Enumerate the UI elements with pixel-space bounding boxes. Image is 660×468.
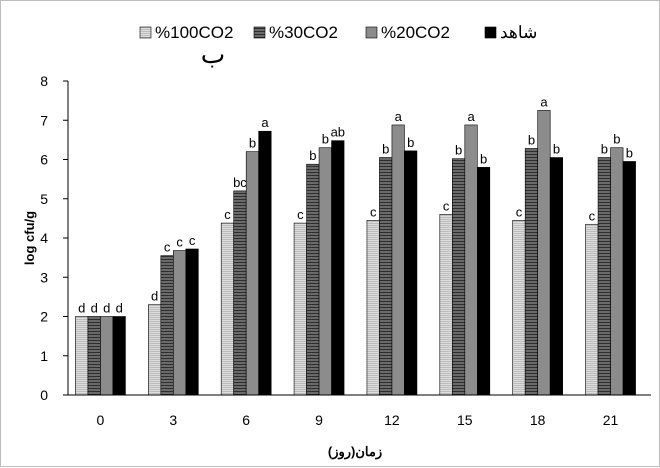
bar-significance-label: a <box>395 109 403 124</box>
bar-significance-label: b <box>626 145 633 160</box>
legend-label: %20CO2 <box>381 23 450 42</box>
bar <box>379 157 393 396</box>
bar <box>318 147 332 396</box>
y-axis-title: log cfu/g <box>22 211 37 265</box>
y-tick-label: 7 <box>40 112 48 128</box>
bar-significance-label: bc <box>233 175 247 190</box>
bar-significance-label: c <box>176 235 183 250</box>
bar <box>245 151 259 396</box>
bar-significance-label: c <box>224 207 231 222</box>
bar <box>439 214 453 396</box>
plot-area <box>75 110 636 396</box>
y-axis-ticks: 0 1 2 3 4 5 6 7 8 <box>40 73 68 403</box>
bar <box>233 190 247 396</box>
bar <box>331 140 345 396</box>
bar <box>87 316 101 396</box>
legend-label: %30CO2 <box>269 23 338 42</box>
bar <box>597 157 611 396</box>
bar <box>112 316 126 396</box>
bar-significance-label: c <box>297 207 304 222</box>
bar <box>512 220 526 396</box>
bar <box>148 304 162 396</box>
legend-label: شاهد <box>500 23 537 42</box>
bar-significance-label: b <box>613 132 620 147</box>
bar <box>464 124 478 396</box>
bar-significance-label: a <box>467 109 475 124</box>
bar <box>306 163 320 396</box>
x-tick-label: 15 <box>457 412 473 428</box>
bar <box>100 316 114 396</box>
bar-significance-label: d <box>116 301 123 316</box>
x-tick-label: 0 <box>97 412 105 428</box>
x-tick-label: 9 <box>315 412 323 428</box>
bar <box>173 250 187 396</box>
bar-significance-label: c <box>164 240 171 255</box>
bar-significance-label: b <box>553 142 560 157</box>
y-tick-label: 2 <box>40 309 48 325</box>
y-tick-label: 4 <box>40 230 48 246</box>
y-tick-label: 1 <box>40 348 48 364</box>
y-tick-label: 0 <box>40 387 48 403</box>
bar <box>622 161 636 396</box>
bar <box>160 255 174 396</box>
x-tick-label: 6 <box>242 412 250 428</box>
x-tick-label: 21 <box>603 412 619 428</box>
bar <box>293 222 307 396</box>
bar <box>366 220 380 396</box>
bar-significance-label: c <box>189 233 196 248</box>
bar <box>537 110 551 396</box>
bar-significance-label: b <box>480 151 487 166</box>
bar-significance-label: b <box>382 142 389 157</box>
bar-significance-label: c <box>443 198 450 213</box>
x-tick-label: 18 <box>530 412 546 428</box>
bar-significance-label: d <box>78 301 85 316</box>
bar-significance-label: b <box>455 143 462 158</box>
bar-significance-label: d <box>151 289 158 304</box>
bar-significance-label: a <box>261 115 269 130</box>
bar <box>524 148 538 396</box>
bar-significance-label: c <box>370 204 377 219</box>
y-tick-label: 3 <box>40 269 48 285</box>
legend: %100CO2 %30CO2 %20CO2 شاهد <box>139 23 537 42</box>
legend-swatch <box>365 26 378 39</box>
bar-significance-label: a <box>540 94 548 109</box>
x-axis-ticks: 0 3 6 9 12 15 18 21 <box>97 412 619 428</box>
bar <box>452 158 466 396</box>
legend-swatch <box>484 26 497 39</box>
bar <box>477 167 491 396</box>
bar-significance-label: b <box>322 132 329 147</box>
bar-significance-label: b <box>249 136 256 151</box>
bar <box>391 124 405 396</box>
panel-label: ب <box>201 40 225 70</box>
y-tick-label: 6 <box>40 152 48 168</box>
bar <box>404 150 418 396</box>
y-tick-label: 8 <box>40 73 48 89</box>
y-tick-label: 5 <box>40 191 48 207</box>
legend-label: %100CO2 <box>155 23 233 42</box>
bar <box>185 248 199 396</box>
bar-significance-label: c <box>589 208 596 223</box>
bar-significance-label: b <box>528 133 535 148</box>
legend-swatch <box>253 26 266 39</box>
legend-swatch <box>139 26 152 39</box>
x-axis-title: زمان(روز) <box>328 444 382 460</box>
bar-significance-label: b <box>601 142 608 157</box>
bar <box>220 222 234 396</box>
x-tick-label: 3 <box>169 412 177 428</box>
bar-significance-label: d <box>103 301 110 316</box>
bar <box>258 130 272 396</box>
bar <box>585 223 599 396</box>
x-tick-label: 12 <box>384 412 400 428</box>
bar-significance-label: c <box>516 204 523 219</box>
bar <box>549 157 563 396</box>
bar <box>610 147 624 396</box>
bar-significance-label: d <box>91 301 98 316</box>
bar-significance-label: ab <box>331 125 345 140</box>
bar <box>75 316 89 396</box>
bar-significance-label: b <box>407 135 414 150</box>
bar-significance-label: b <box>309 148 316 163</box>
